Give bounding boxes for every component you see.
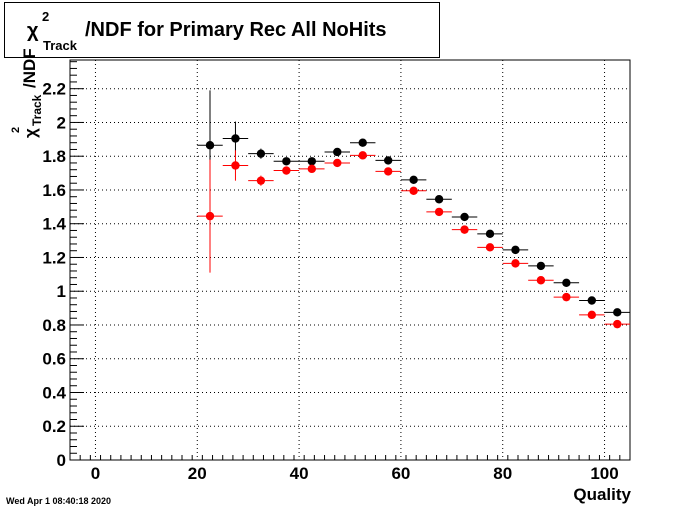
axes: 0 20 40 60 80 100 0 0.2 0.4 0.6 0.8 1 1.2 1.4 1.6 1.8 2 2… bbox=[42, 61, 631, 483]
data-point bbox=[460, 225, 469, 234]
data-point bbox=[434, 195, 444, 204]
y-tick-label: 2.2 bbox=[42, 80, 66, 99]
ytitle-superscript: 2 bbox=[10, 126, 22, 133]
x-tick-label: 60 bbox=[391, 464, 410, 483]
data-point bbox=[231, 134, 240, 143]
data-point bbox=[282, 157, 291, 166]
data-point bbox=[256, 149, 266, 158]
ytitle-text: /NDF bbox=[20, 48, 39, 88]
chart-title: χ 2 Track /NDF for Primary Rec All NoHit… bbox=[4, 2, 440, 58]
data-point bbox=[613, 319, 622, 329]
data-point bbox=[307, 164, 317, 174]
data-point bbox=[485, 229, 495, 239]
data-point bbox=[409, 175, 418, 185]
plot-frame bbox=[69, 59, 631, 461]
data-point bbox=[333, 147, 342, 157]
timestamp-footer: Wed Apr 1 08:40:18 2020 bbox=[6, 496, 112, 506]
data-point bbox=[409, 186, 418, 196]
data-point bbox=[256, 176, 266, 185]
data-point bbox=[231, 161, 240, 170]
data-point bbox=[511, 259, 520, 268]
data-point bbox=[383, 156, 393, 165]
x-tick-label: 40 bbox=[290, 464, 309, 483]
y-tick-label: 0.2 bbox=[42, 417, 66, 436]
grid bbox=[70, 60, 630, 460]
title-text: /NDF for Primary Rec All NoHits bbox=[85, 19, 387, 41]
y-tick-label: 1.2 bbox=[42, 248, 66, 267]
x-tick-label: 80 bbox=[493, 464, 512, 483]
y-tick-label: 1.8 bbox=[42, 147, 66, 166]
data-point bbox=[307, 157, 317, 166]
series-0 bbox=[197, 90, 630, 317]
data-point bbox=[613, 308, 622, 317]
data-point bbox=[282, 166, 291, 175]
data-point bbox=[485, 243, 495, 252]
data-marks bbox=[197, 90, 630, 329]
data-point bbox=[434, 207, 444, 217]
data-point bbox=[460, 212, 469, 222]
x-tick-label: 0 bbox=[91, 464, 100, 483]
y-tick-label: 2 bbox=[57, 113, 66, 132]
data-point bbox=[383, 167, 393, 176]
y-tick-label: 1 bbox=[57, 282, 66, 301]
data-point bbox=[358, 138, 367, 147]
x-axis-title: Quality bbox=[573, 485, 631, 504]
y-tick-label: 0 bbox=[57, 451, 66, 470]
series-1 bbox=[197, 150, 630, 329]
data-point bbox=[205, 211, 215, 221]
y-tick-label: 0.4 bbox=[42, 383, 66, 402]
data-point bbox=[562, 278, 571, 287]
title-superscript: 2 bbox=[42, 9, 50, 24]
x-tick-label: 100 bbox=[590, 464, 618, 483]
data-point bbox=[587, 296, 597, 305]
data-point bbox=[205, 141, 215, 150]
y-tick-label: 1.4 bbox=[42, 215, 66, 234]
data-point bbox=[333, 158, 342, 168]
title-subscript: Track bbox=[43, 38, 77, 53]
x-tick-label: 20 bbox=[188, 464, 207, 483]
y-tick-label: 0.8 bbox=[42, 316, 66, 335]
data-point bbox=[562, 292, 571, 302]
y-tick-label: 0.6 bbox=[42, 350, 66, 369]
ytitle-subscript: Track bbox=[30, 94, 44, 126]
title-chi: χ bbox=[27, 20, 39, 42]
data-point bbox=[536, 276, 546, 285]
data-point bbox=[536, 261, 546, 271]
y-tick-label: 1.6 bbox=[42, 181, 66, 200]
data-point bbox=[587, 310, 597, 320]
ytitle-chi: χ bbox=[21, 128, 40, 138]
data-point bbox=[358, 151, 367, 160]
data-point bbox=[511, 245, 520, 255]
